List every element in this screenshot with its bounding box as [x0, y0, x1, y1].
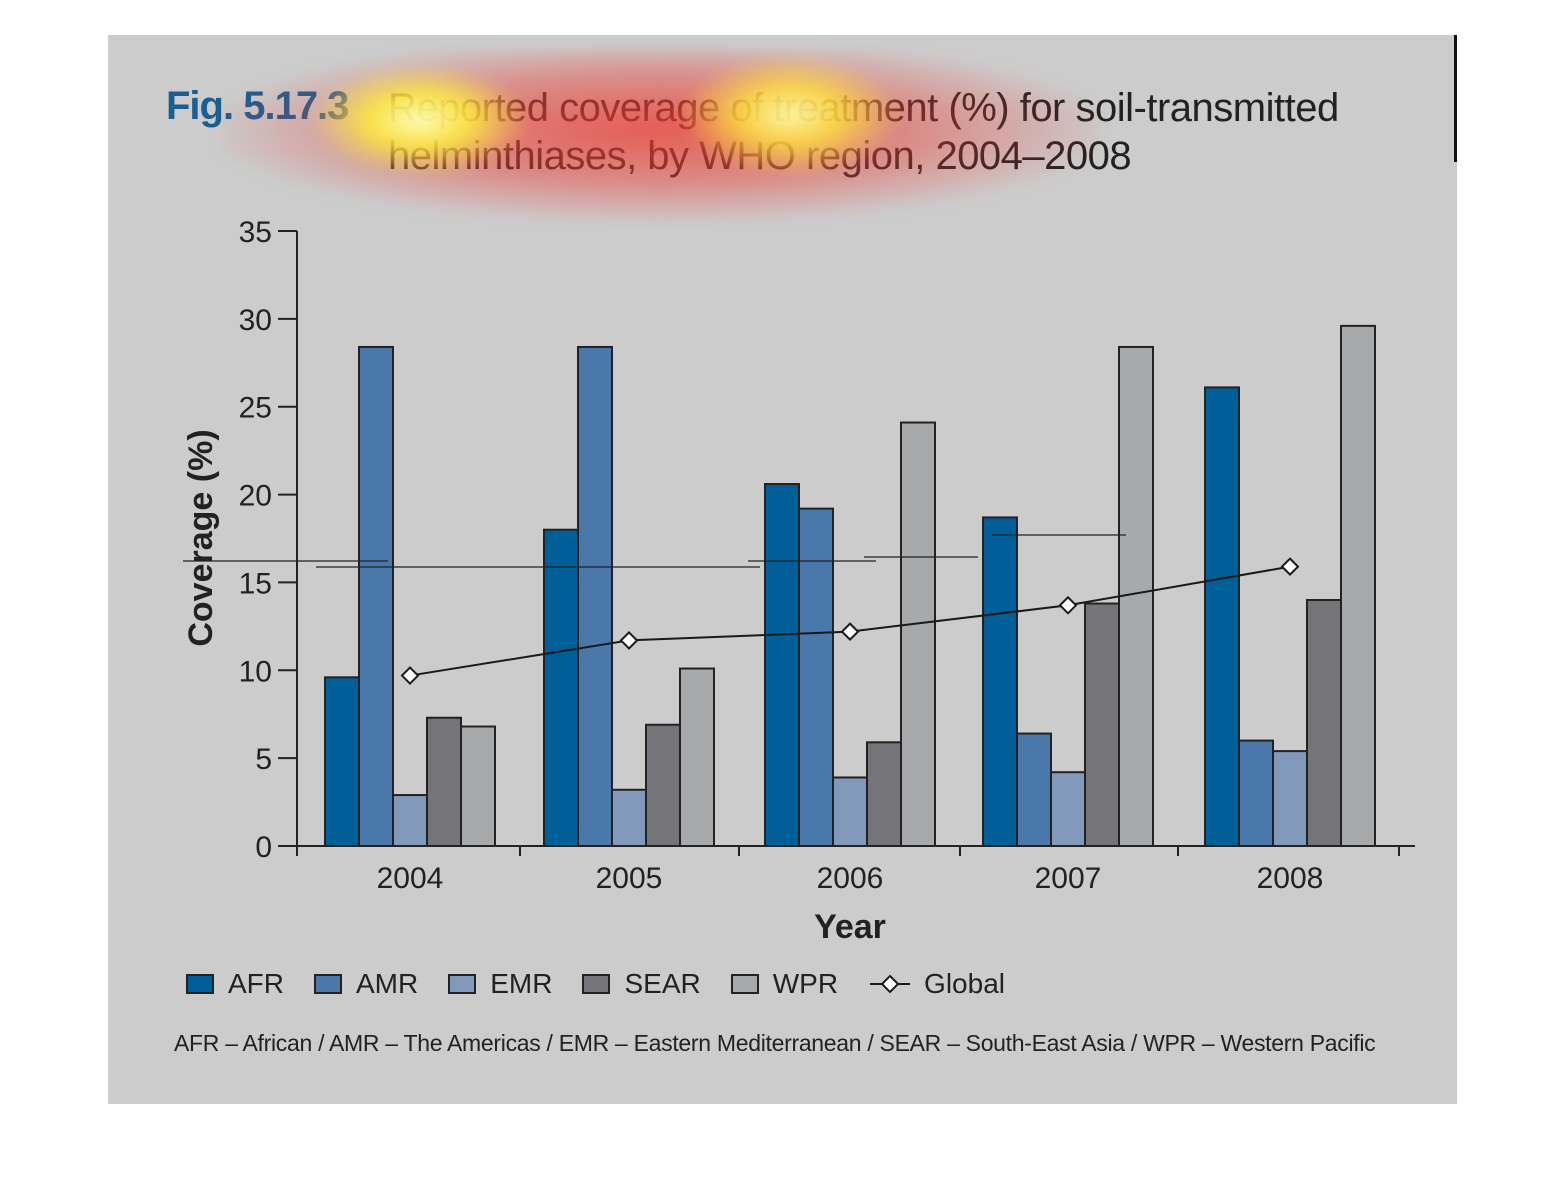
bar-amr-2004 [358, 345, 394, 847]
y-tick-label-35: 35 [239, 216, 272, 249]
legend-swatch-amr [314, 974, 342, 994]
x-axis-title: Year [814, 908, 886, 946]
bar-amr-2005 [577, 345, 613, 847]
y-tick-label-30: 30 [239, 304, 272, 337]
legend-label: AFR [228, 968, 284, 999]
axis-labels-layer: 0 5 10 15 20 25 30 35 2004 2005 2006 2007 2008 [239, 216, 1324, 895]
bar-afr-2008 [1204, 386, 1240, 847]
legend-label: SEAR [624, 968, 701, 999]
legend-item-afr: AFR [186, 968, 284, 1000]
legend-item-sear: SEAR [582, 968, 701, 1000]
legend-label: Global [924, 968, 1005, 999]
global-point-2005 [619, 631, 639, 650]
legend-label: WPR [772, 968, 839, 999]
legend-item-emr: EMR [448, 968, 552, 1000]
bars-layer [324, 324, 1376, 848]
y-tick-label-10: 10 [239, 655, 272, 688]
bar-emr-2005 [611, 788, 647, 847]
x-tick-label-2008: 2008 [1257, 862, 1324, 895]
legend: AFR AMR EMR SEAR WPR Global [186, 966, 1035, 1002]
y-tick-label-15: 15 [239, 567, 272, 600]
y-tick-label-20: 20 [239, 480, 272, 513]
x-tick-label-2007: 2007 [1035, 862, 1102, 895]
bar-sear-2008 [1306, 599, 1342, 847]
legend-item-wpr: WPR [730, 968, 839, 1000]
footnote: AFR – African / AMR – The Americas / EMR… [174, 1030, 1376, 1056]
bar-emr-2008 [1272, 750, 1308, 847]
bar-emr-2004 [392, 794, 428, 847]
bar-afr-2005 [543, 528, 579, 847]
bar-amr-2007 [1016, 732, 1052, 847]
bar-amr-2008 [1238, 739, 1274, 847]
legend-label: AMR [356, 968, 419, 999]
axes-layer [278, 230, 1415, 856]
bar-afr-2007 [982, 516, 1018, 848]
bar-wpr-2008 [1340, 324, 1376, 847]
stray-lines [183, 534, 1126, 568]
global-point-2007 [1058, 595, 1078, 615]
legend-item-global: Global [868, 968, 1005, 1000]
legend-swatch-sear [582, 974, 611, 994]
bar-amr-2006 [798, 507, 834, 847]
x-tick-label-2004: 2004 [377, 862, 444, 895]
bar-wpr-2005 [679, 667, 715, 847]
global-point-2008 [1280, 557, 1300, 577]
bar-emr-2006 [832, 776, 868, 848]
bar-sear-2004 [426, 716, 462, 847]
legend-swatch-wpr [730, 974, 759, 994]
y-tick-label-0: 0 [255, 831, 272, 864]
global-line-layer [400, 557, 1300, 685]
x-tick-label-2006: 2006 [817, 862, 884, 895]
bar-afr-2006 [764, 483, 800, 847]
bar-emr-2007 [1050, 771, 1086, 848]
bar-sear-2007 [1084, 602, 1120, 847]
legend-label: EMR [490, 968, 553, 999]
y-tick-label-25: 25 [239, 392, 272, 425]
x-tick-label-2005: 2005 [596, 862, 663, 895]
bar-sear-2006 [866, 741, 902, 847]
diamond-line-icon [870, 974, 911, 994]
bar-wpr-2006 [900, 421, 936, 847]
legend-swatch-emr [448, 974, 477, 994]
bar-sear-2005 [645, 723, 681, 847]
legend-swatch-afr [186, 974, 214, 994]
panel-edge-line [1454, 35, 1457, 162]
bar-wpr-2007 [1118, 345, 1154, 847]
global-point-2006 [840, 622, 860, 642]
y-axis-title: Coverage (%) [182, 429, 220, 646]
bar-wpr-2004 [460, 725, 496, 847]
global-point-2004 [400, 666, 420, 685]
y-tick-label-5: 5 [255, 743, 272, 776]
legend-item-amr: AMR [314, 968, 418, 1000]
global-line [409, 565, 1291, 677]
bar-afr-2004 [324, 676, 360, 847]
